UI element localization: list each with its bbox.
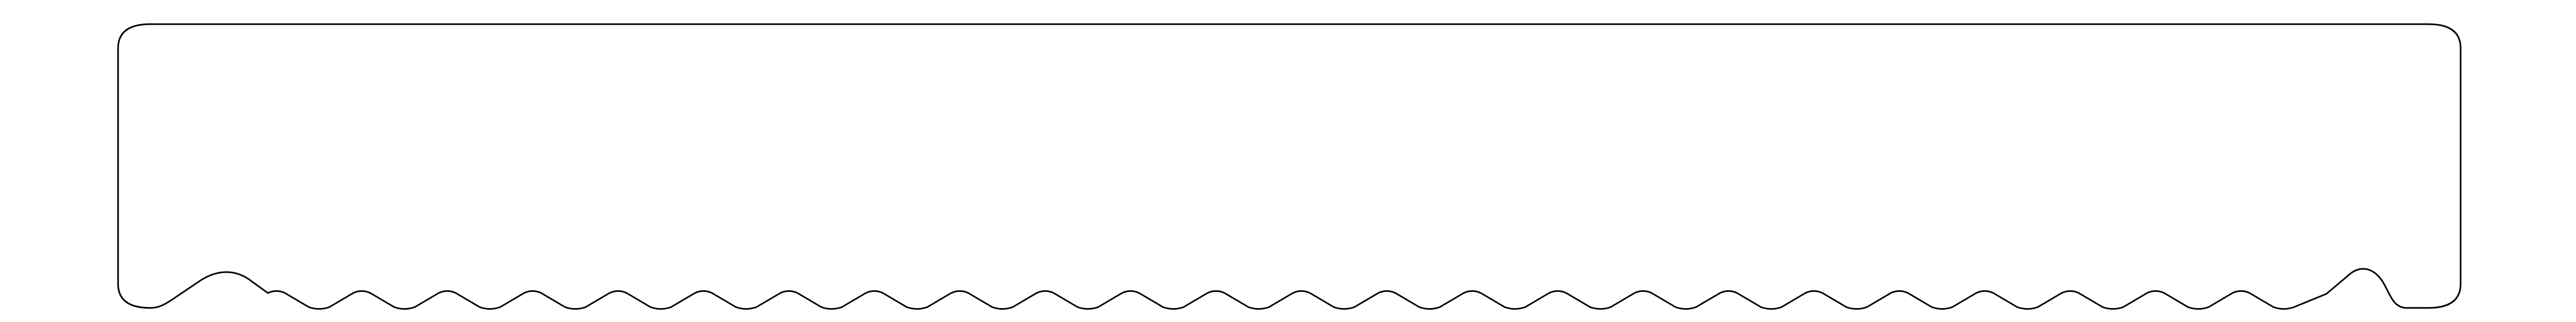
shape-group	[118, 24, 2461, 309]
shape-outline	[118, 24, 2461, 309]
